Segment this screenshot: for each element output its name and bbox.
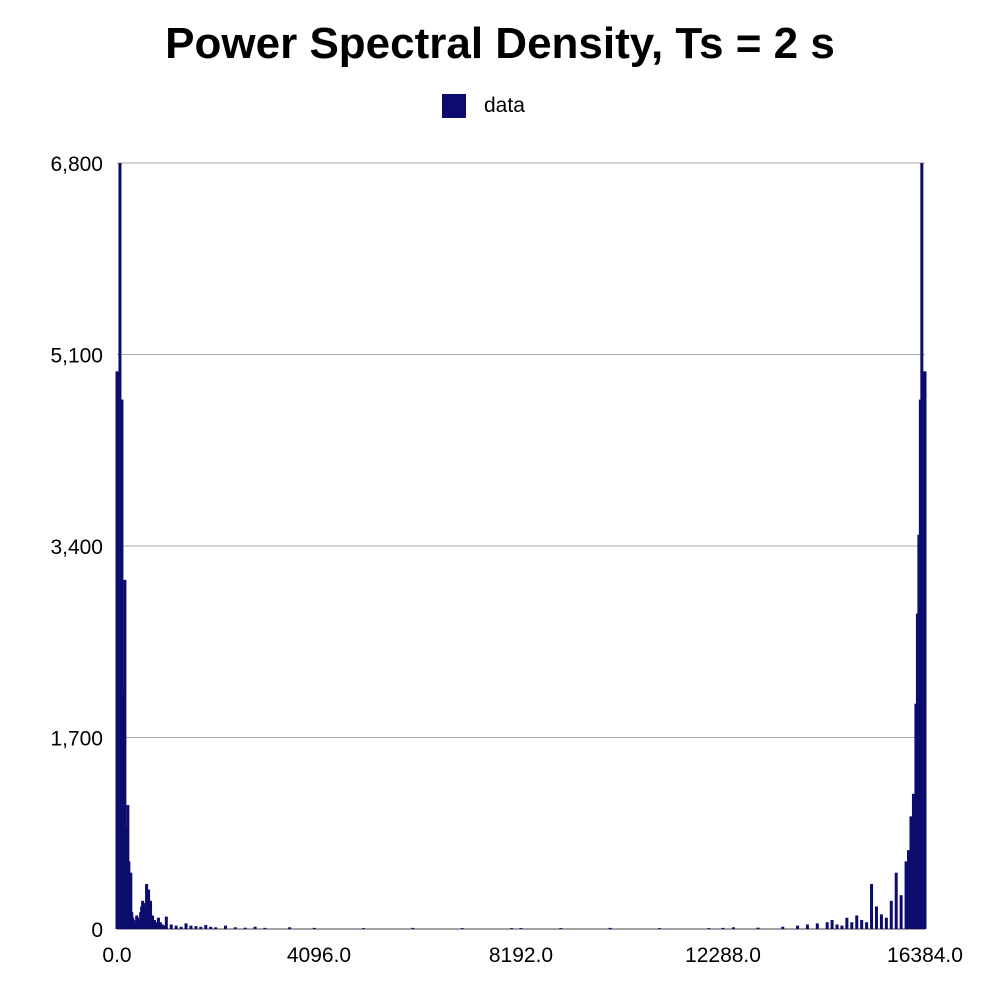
bar [796, 925, 800, 929]
legend-swatch [442, 94, 466, 118]
bar [909, 816, 913, 929]
x-tick-label: 0.0 [102, 944, 131, 967]
bar [889, 900, 893, 929]
bar [835, 924, 839, 929]
legend: data [442, 94, 525, 118]
bar [510, 928, 514, 929]
bar [923, 371, 927, 929]
bar [184, 923, 188, 929]
bar [362, 928, 366, 929]
y-axis-ticks: 0 1,700 3,400 5,100 6,800 [50, 153, 103, 942]
bar [830, 919, 834, 929]
data-series [115, 163, 927, 929]
bar [209, 926, 213, 929]
bar [884, 917, 888, 929]
bar [850, 922, 854, 929]
bar [781, 926, 785, 929]
bar [147, 889, 151, 929]
y-tick-label: 0 [91, 919, 103, 942]
bar [815, 923, 819, 929]
bar [904, 861, 908, 929]
bar [899, 895, 903, 929]
bar [874, 906, 878, 929]
x-tick-label: 4096.0 [287, 944, 351, 967]
bar [174, 925, 178, 929]
bar [519, 928, 523, 929]
bar [263, 927, 267, 929]
bar [559, 928, 563, 929]
bar [805, 924, 809, 929]
bar [169, 924, 173, 929]
bar [870, 883, 874, 929]
y-tick-label: 6,800 [50, 153, 103, 176]
x-tick-label: 16384.0 [887, 944, 963, 967]
y-tick-label: 5,100 [50, 345, 103, 368]
bar [199, 926, 203, 929]
bar [151, 915, 155, 929]
bar [608, 927, 612, 929]
bar [214, 927, 218, 929]
bar [288, 927, 292, 929]
bar [127, 861, 131, 929]
legend-label: data [484, 94, 525, 117]
bar [129, 872, 133, 929]
bar [657, 928, 661, 929]
bar [845, 917, 849, 929]
bar [411, 927, 415, 929]
bar [179, 926, 183, 929]
bar [243, 927, 247, 929]
bar [312, 927, 316, 929]
bar [865, 922, 869, 929]
bar [158, 922, 162, 929]
bar [204, 925, 208, 929]
bar [825, 922, 829, 929]
bar [120, 399, 124, 929]
bar [145, 883, 149, 929]
grid [117, 162, 925, 930]
bar [160, 924, 164, 929]
bar [149, 900, 153, 929]
x-tick-label: 8192.0 [489, 944, 553, 967]
bar [894, 872, 898, 929]
bar [721, 927, 725, 929]
y-tick-label: 1,700 [50, 728, 103, 751]
x-tick-label: 12288.0 [685, 944, 761, 967]
bar [731, 927, 735, 929]
bar [253, 926, 257, 929]
x-axis-ticks: 0.0 4096.0 8192.0 12288.0 16384.0 [102, 944, 963, 967]
bar [907, 850, 911, 929]
bar [707, 928, 711, 929]
bar [123, 579, 127, 929]
bar [233, 927, 237, 929]
bar [156, 917, 160, 929]
bar [164, 916, 168, 929]
bar [224, 925, 227, 929]
bar [194, 926, 198, 929]
bar [154, 922, 158, 929]
bar [860, 919, 864, 929]
bar [189, 925, 193, 929]
bar [840, 925, 844, 929]
bar [879, 914, 883, 929]
chart-title: Power Spectral Density, Ts = 2 s [165, 19, 835, 68]
y-tick-label: 3,400 [50, 536, 103, 559]
bar [162, 925, 166, 929]
bar [460, 928, 464, 929]
bar [756, 927, 760, 929]
bar [152, 919, 156, 929]
bar [911, 793, 915, 929]
bar [855, 915, 859, 929]
